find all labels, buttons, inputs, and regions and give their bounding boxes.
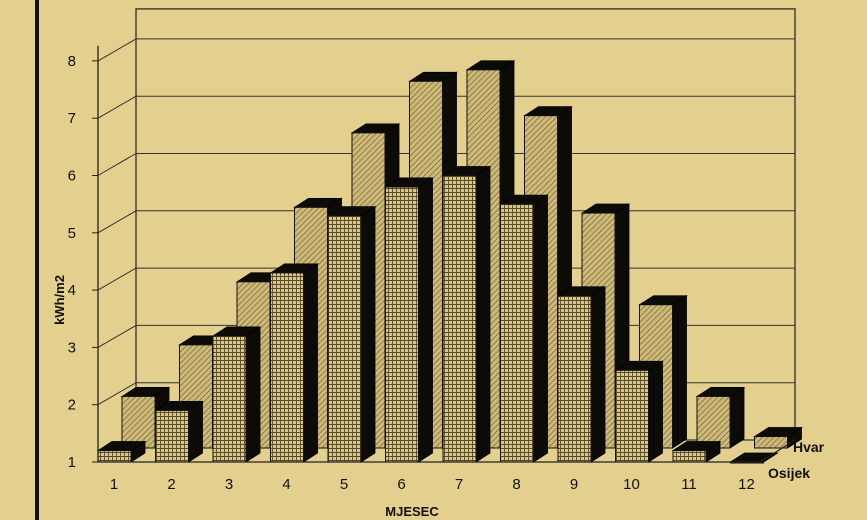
bar-side (360, 205, 376, 463)
depth-axis-line (759, 439, 796, 463)
side-gridline (97, 210, 137, 234)
bar-side (418, 177, 433, 463)
chart-bars (96, 60, 803, 464)
y-tick-label: 5 (68, 225, 76, 242)
bar-osijek (269, 263, 319, 463)
bar-side (729, 386, 745, 449)
bar-front (212, 335, 247, 463)
y-tick-label: 3 (68, 339, 76, 356)
bar-front (557, 295, 592, 463)
x-tick-label: 6 (397, 476, 405, 493)
x-axis-label: MJESEC (385, 504, 439, 519)
y-tick-label: 2 (68, 397, 76, 414)
x-tick-label: 2 (167, 476, 175, 493)
y-tick-label: 1 (68, 454, 76, 471)
bar-top (729, 452, 779, 463)
bar-side (245, 326, 261, 463)
bar-side (303, 263, 318, 463)
bar-osijek (154, 400, 204, 463)
bar-side (533, 194, 548, 463)
bar-front (327, 215, 362, 463)
side-gridline (97, 382, 137, 406)
y-tick-label: 6 (68, 168, 76, 185)
bar-front (754, 436, 788, 449)
y-tick-label: 4 (68, 282, 76, 299)
bar-osijek (441, 165, 492, 463)
bar-front (270, 272, 304, 463)
x-tick-label: 12 (738, 476, 755, 493)
y-tick-label: 8 (68, 53, 76, 70)
bar-side (672, 295, 687, 449)
side-gridline (97, 324, 137, 348)
bar-side (188, 400, 203, 463)
bar-osijek (499, 194, 549, 463)
bar-side (648, 360, 663, 463)
bar-hvar (695, 386, 746, 449)
bar-osijek (384, 177, 434, 463)
bar-osijek (326, 205, 377, 463)
bar-osijek (614, 360, 664, 463)
x-tick-label: 4 (282, 476, 290, 493)
bar-osijek (96, 440, 147, 463)
bar-osijek (671, 440, 722, 463)
bar-osijek (211, 326, 262, 463)
side-gridline (97, 267, 137, 291)
x-tick-label: 3 (225, 476, 233, 493)
bar-hvar (638, 295, 688, 449)
bar-front (155, 409, 189, 463)
bar-front (500, 203, 534, 463)
bar-side (590, 286, 606, 463)
x-tick-label: 10 (623, 476, 640, 493)
x-tick-label: 7 (455, 476, 463, 493)
x-tick-label: 9 (570, 476, 578, 493)
x-tick-label: 5 (340, 476, 348, 493)
bar-front (442, 175, 477, 463)
bar-front (97, 450, 132, 463)
side-gridline (97, 95, 137, 119)
x-tick-label: 11 (681, 476, 697, 493)
y-tick-label: 7 (68, 110, 76, 127)
side-gridline (97, 153, 137, 176)
x-tick-label: 8 (512, 476, 520, 493)
bar-front (385, 186, 419, 463)
bar-front (672, 450, 707, 463)
legend-hvar: Hvar (793, 439, 825, 455)
frame-line (35, 0, 39, 520)
bar-front (121, 395, 156, 449)
bar-front (615, 369, 649, 463)
y-axis-label: kWh/m2 (52, 275, 67, 325)
legend-osijek: Osijek (768, 465, 810, 481)
bar-osijek (556, 286, 607, 463)
side-gridline (97, 38, 137, 62)
bar-side (475, 165, 491, 463)
bar-front (696, 395, 731, 449)
x-tick-label: 1 (110, 476, 118, 493)
